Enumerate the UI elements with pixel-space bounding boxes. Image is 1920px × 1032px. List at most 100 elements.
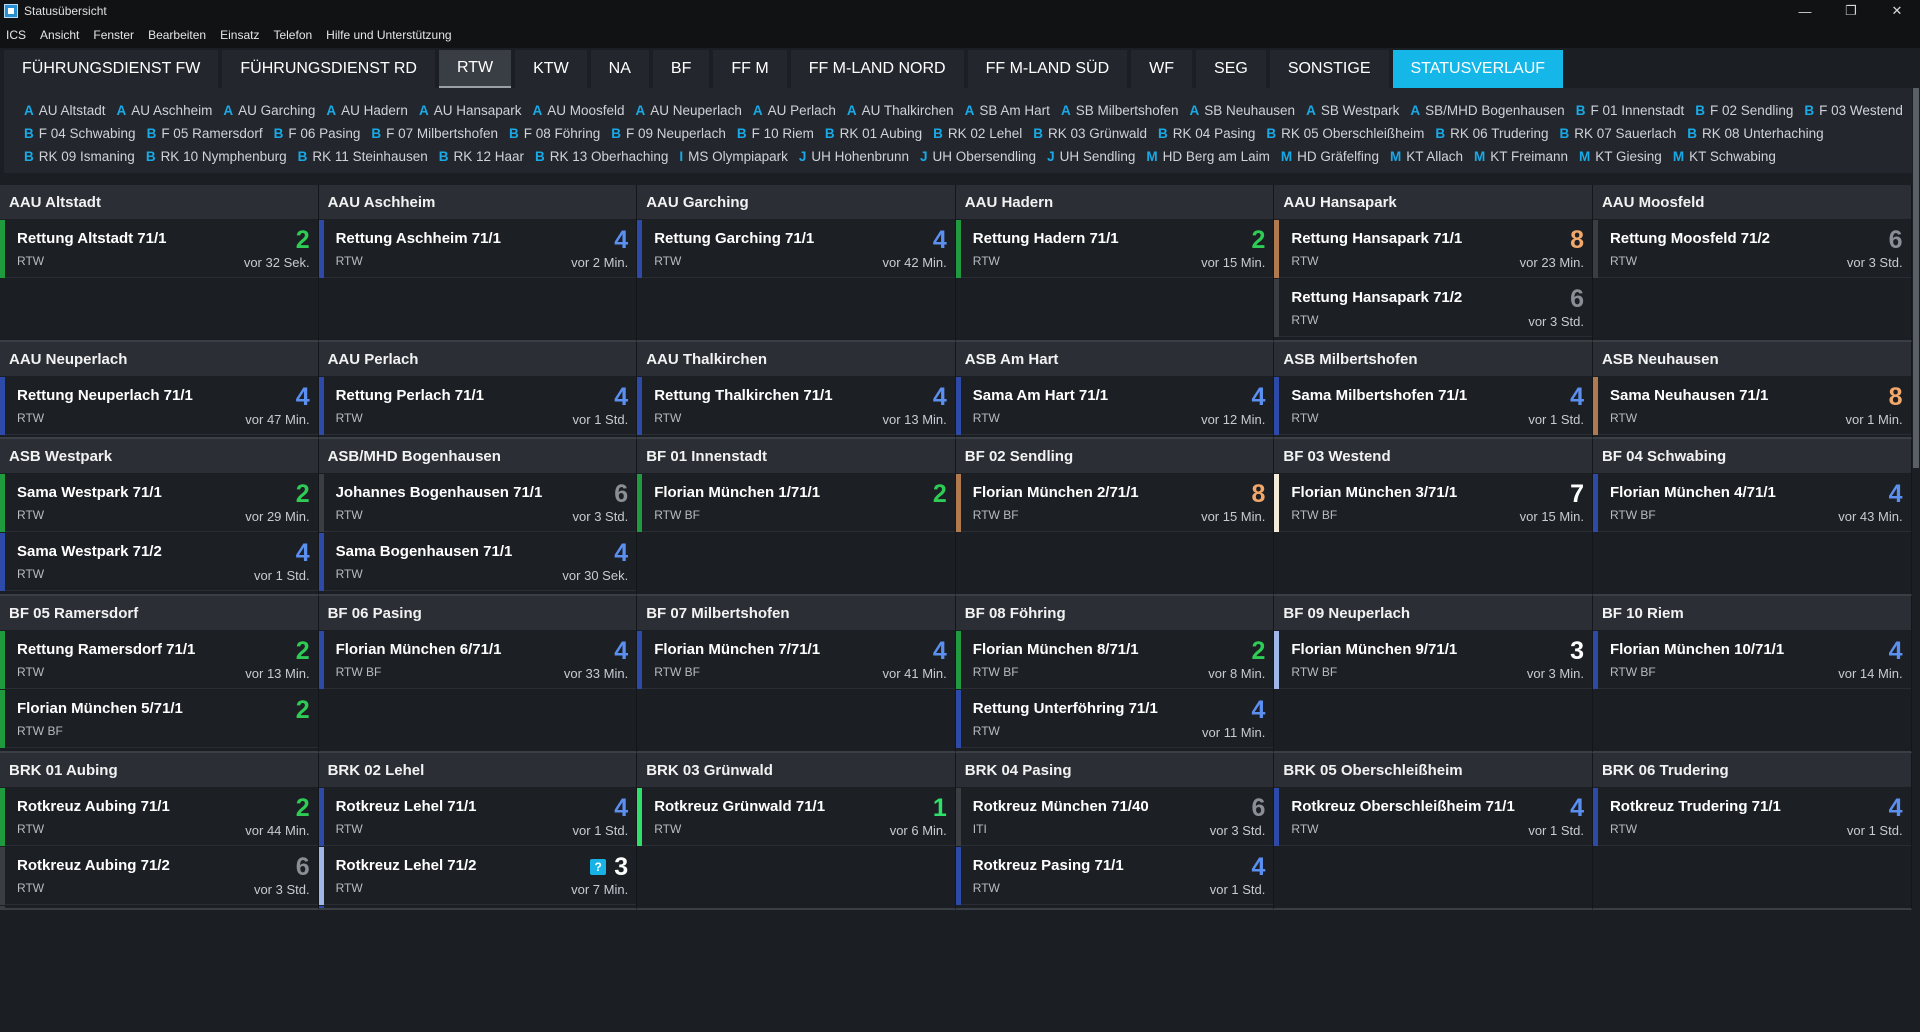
menu-item[interactable]: Einsatz [220,28,260,42]
station-filter-chip[interactable]: M KT Freimann [1474,148,1568,165]
vehicle-card[interactable]: Sama Westpark 71/1 RTW 2 vor 29 Min. [0,474,318,532]
vehicle-card[interactable]: Sama Am Hart 71/1 RTW 4 vor 12 Min. [955,377,1274,435]
station-filter-chip[interactable]: A AU Hadern [326,102,408,119]
menu-item[interactable]: Bearbeiten [148,28,207,42]
station-filter-chip[interactable]: M KT Allach [1390,148,1463,165]
vehicle-card[interactable]: Rettung Hadern 71/1 RTW 2 vor 15 Min. [955,220,1274,278]
station-filter-chip[interactable]: A SB Milbertshofen [1061,102,1179,119]
vehicle-card[interactable]: Florian München 9/71/1 RTW BF 3 vor 3 Min. [1274,631,1592,689]
vehicle-card[interactable]: Rettung Hansapark 71/1 RTW 8 vor 23 Min. [1274,220,1592,278]
tab[interactable]: NA [590,50,649,88]
vehicle-card[interactable]: Florian München 8/71/1 RTW BF 2 vor 8 Min. [955,631,1274,689]
station-filter-chip[interactable]: B RK 04 Pasing [1158,125,1255,142]
vehicle-card[interactable]: Rotkreuz Lehel 71/2 RTW 3 vor 7 Min.? [318,847,637,905]
station-filter-chip[interactable]: B F 04 Schwabing [24,125,136,142]
tab[interactable]: KTW [515,50,587,88]
vehicle-card[interactable]: Rettung Moosfeld 71/2 RTW 6 vor 3 Std. [1592,220,1911,278]
vehicle-card[interactable]: Rettung Perlach 71/1 RTW 4 vor 1 Std. [318,377,637,435]
vehicle-card[interactable]: Sama Bogenhausen 71/1 RTW 4 vor 30 Sek. [318,533,637,591]
vehicle-card[interactable]: Florian München 1/71/1 RTW BF 2 [637,474,955,532]
scrollbar-thumb[interactable] [1913,88,1919,468]
station-filter-chip[interactable]: A AU Thalkirchen [847,102,954,119]
station-filter-chip[interactable]: A AU Altstadt [24,102,106,119]
vehicle-card[interactable]: Rotkreuz Pasing 71/1 RTW 4 vor 1 Std. [955,847,1274,905]
vehicle-card[interactable]: Florian München 10/71/1 RTW BF 4 vor 14 Min… [1592,631,1911,689]
station-filter-chip[interactable]: A AU Perlach [753,102,836,119]
tab[interactable]: FÜHRUNGSDIENST RD [222,50,435,88]
vehicle-card[interactable]: Johannes Bogenhausen 71/1 RTW 6 vor 3 Std. [318,474,637,532]
vehicle-card[interactable]: Rettung Altstadt 71/1 RTW 2 vor 32 Sek. [0,220,318,278]
vehicle-card[interactable]: Rettung Unterföhring 71/1 RTW 4 vor 11 Min. [955,690,1274,748]
vehicle-card[interactable]: Rotkreuz Trudering 71/1 RTW 4 vor 1 Std. [1592,788,1911,846]
station-filter-chip[interactable]: A SB Am Hart [965,102,1050,119]
vehicle-card[interactable]: Sama Neuhausen 71/1 RTW 8 vor 1 Min. [1592,377,1911,435]
vehicle-card[interactable]: Rettung Ramersdorf 71/1 RTW 2 vor 13 Min. [0,631,318,689]
vehicle-card[interactable]: Rotkreuz Grünwald 71/1 RTW 1 vor 6 Min. [637,788,955,846]
vehicle-card[interactable]: Rettung Thalkirchen 71/1 RTW 4 vor 13 Min. [637,377,955,435]
maximize-button[interactable]: ❐ [1845,3,1857,18]
station-filter-chip[interactable]: M HD Gräfelfing [1281,148,1379,165]
station-filter-chip[interactable]: B RK 06 Trudering [1435,125,1548,142]
station-filter-chip[interactable]: A AU Garching [223,102,315,119]
station-filter-chip[interactable]: J UH Obersendling [920,148,1036,165]
vehicle-card[interactable]: Rettung Aschheim 71/1 RTW 4 vor 2 Min. [318,220,637,278]
vehicle-card[interactable]: Florian München 5/71/1 RTW BF 2 [0,690,318,748]
station-filter-chip[interactable]: A AU Aschheim [117,102,213,119]
tab[interactable]: SEG [1196,50,1266,88]
station-filter-chip[interactable]: B F 02 Sendling [1695,102,1793,119]
tab[interactable]: STATUSVERLAUF [1392,50,1564,88]
vehicle-card[interactable]: Rotkreuz München 71/40 ITI 6 vor 3 Std. [955,788,1274,846]
menu-item[interactable]: Fenster [93,28,135,42]
vehicle-card[interactable]: Rotkreuz Lehel 71/1 RTW 4 vor 1 Std. [318,788,637,846]
station-filter-chip[interactable]: B RK 02 Lehel [933,125,1022,142]
station-filter-chip[interactable]: A AU Neuperlach [636,102,742,119]
station-filter-chip[interactable]: J UH Sendling [1047,148,1135,165]
minimize-button[interactable]: — [1798,3,1812,19]
tab[interactable]: SONSTIGE [1269,50,1389,88]
station-filter-chip[interactable]: B RK 03 Grünwald [1033,125,1147,142]
tab[interactable]: FF M-LAND SÜD [967,50,1128,88]
station-filter-chip[interactable]: M HD Berg am Laim [1146,148,1270,165]
vehicle-card[interactable]: Rettung Garching 71/1 RTW 4 vor 42 Min. [637,220,955,278]
vehicle-card[interactable]: Rotkreuz Aubing 71/3RTW6vor 3 Std. [0,906,318,908]
vehicle-card[interactable]: Sama Westpark 71/2 RTW 4 vor 1 Std. [0,533,318,591]
vehicle-card[interactable]: Rettung Hansapark 71/2 RTW 6 vor 3 Std. [1274,279,1592,337]
station-filter-chip[interactable]: A SB/MHD Bogenhausen [1410,102,1564,119]
station-filter-chip[interactable]: B RK 05 Oberschleißheim [1266,125,1424,142]
vehicle-card[interactable]: Florian München 6/71/1 RTW BF 4 vor 33 Min. [318,631,637,689]
menu-item[interactable]: Hilfe und Unterstützung [326,28,452,42]
station-filter-chip[interactable]: A AU Hansapark [419,102,522,119]
question-badge-icon[interactable]: ? [590,859,607,875]
tab[interactable]: FÜHRUNGSDIENST FW [4,50,219,88]
tab[interactable]: WF [1131,50,1193,88]
vehicle-card[interactable]: Florian München 4/71/1 RTW BF 4 vor 43 Min. [1592,474,1911,532]
tab[interactable]: FF M-LAND NORD [790,50,964,88]
station-filter-chip[interactable]: A AU Moosfeld [532,102,624,119]
station-filter-chip[interactable]: I MS Olympiapark [679,148,788,165]
station-filter-chip[interactable]: B F 10 Riem [737,125,814,142]
menu-item[interactable]: Ansicht [40,28,80,42]
vehicle-card[interactable]: Rotkreuz Aubing 71/1 RTW 2 vor 44 Min. [0,788,318,846]
vehicle-card[interactable]: Rettung Neuperlach 71/1 RTW 4 vor 47 Min. [0,377,318,435]
vehicle-card[interactable]: Florian München 7/71/1 RTW BF 4 vor 41 Min. [637,631,955,689]
station-filter-chip[interactable]: B RK 09 Ismaning [24,148,135,165]
station-filter-chip[interactable]: B F 01 Innenstadt [1576,102,1685,119]
vehicle-card[interactable]: Florian München 3/71/1 RTW BF 7 vor 15 Min. [1274,474,1592,532]
vehicle-card[interactable]: Rotkreuz Lehel 71/3RTW4vor 1 Std. [318,906,637,908]
station-filter-chip[interactable]: B F 08 Föhring [509,125,600,142]
vehicle-card[interactable]: Florian München 2/71/1 RTW BF 8 vor 15 Min. [955,474,1274,532]
tab[interactable]: RTW [438,50,512,88]
close-button[interactable]: ✕ [1891,3,1903,18]
station-filter-chip[interactable]: B F 06 Pasing [274,125,361,142]
station-filter-chip[interactable]: M KT Giesing [1579,148,1662,165]
station-filter-chip[interactable]: B F 05 Ramersdorf [147,125,263,142]
tab[interactable]: BF [652,50,710,88]
station-filter-chip[interactable]: M KT Schwabing [1673,148,1776,165]
station-filter-chip[interactable]: B RK 12 Haar [439,148,524,165]
station-filter-chip[interactable]: B F 07 Milbertshofen [371,125,498,142]
menu-item[interactable]: ICS [6,28,27,42]
station-filter-chip[interactable]: J UH Hohenbrunn [799,148,909,165]
tab[interactable]: FF M [713,50,787,88]
station-filter-chip[interactable]: A SB Westpark [1306,102,1399,119]
station-filter-chip[interactable]: B RK 07 Sauerlach [1559,125,1676,142]
